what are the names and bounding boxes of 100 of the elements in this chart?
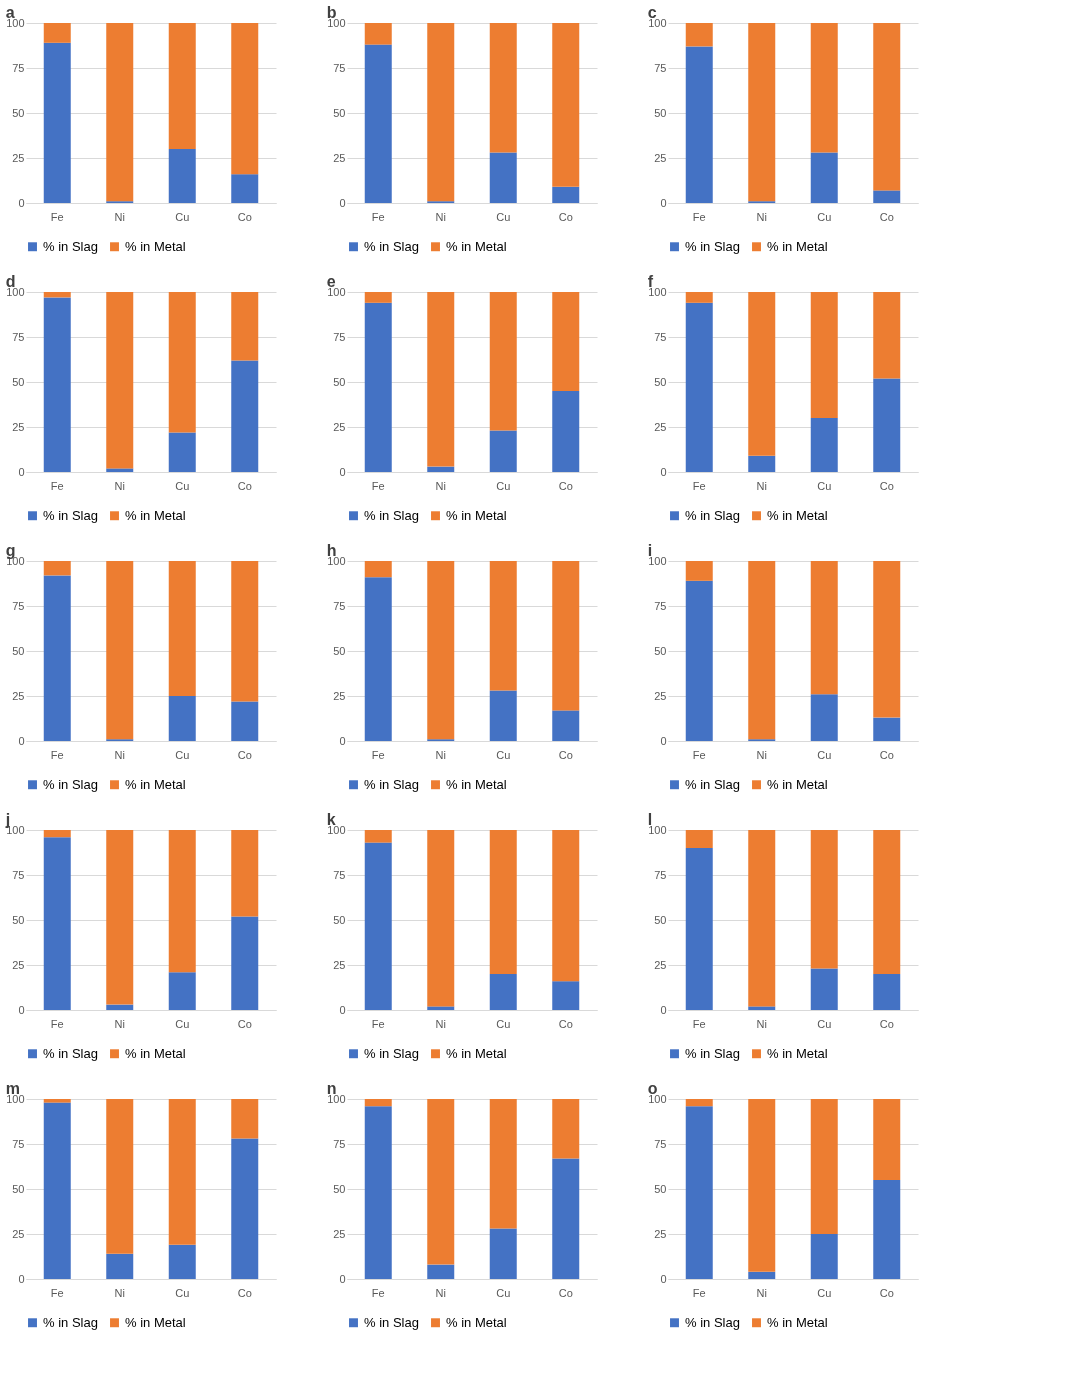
bar: [168, 972, 196, 1010]
x-tick-label: Fe: [692, 1017, 706, 1030]
x-tick-label: Cu: [175, 1017, 190, 1030]
bar: [231, 174, 259, 203]
bar: [552, 1099, 580, 1159]
x-tick-label: Cu: [496, 748, 511, 761]
x-tick-label: Co: [879, 210, 894, 223]
bar: [168, 23, 196, 149]
bar: [364, 23, 392, 45]
x-tick-label: Co: [237, 1017, 252, 1030]
bar: [748, 1099, 776, 1272]
y-tick-label: 50: [654, 913, 667, 926]
bar: [489, 430, 517, 472]
bar: [427, 561, 455, 740]
bar: [873, 974, 901, 1010]
legend-label: % in Slag: [685, 507, 740, 523]
bar: [168, 1099, 196, 1245]
x-tick-label: Fe: [50, 479, 64, 492]
bar: [43, 1102, 71, 1279]
legend-label: % in Slag: [43, 507, 98, 523]
x-tick-label: Co: [879, 1017, 894, 1030]
y-tick-label: 25: [654, 151, 667, 164]
x-tick-label: Cu: [817, 1286, 832, 1299]
bar: [168, 432, 196, 472]
legend-label: % in Slag: [364, 1314, 419, 1330]
y-tick-label: 25: [654, 1227, 667, 1240]
y-tick-label: 50: [654, 375, 667, 388]
legend-label: % in Metal: [767, 776, 828, 792]
x-tick-label: Cu: [496, 210, 511, 223]
x-tick-label: Fe: [692, 1286, 706, 1299]
legend-label: % in Slag: [43, 776, 98, 792]
legend-label: % in Metal: [125, 1045, 186, 1061]
bar: [43, 292, 71, 298]
x-tick-label: Fe: [692, 748, 706, 761]
x-tick-label: Co: [879, 479, 894, 492]
x-tick-label: Ni: [756, 1286, 767, 1299]
x-tick-label: Fe: [371, 210, 385, 223]
legend-label: % in Metal: [446, 507, 507, 523]
y-tick-label: 0: [660, 1003, 667, 1016]
bar: [748, 1006, 776, 1010]
bar: [489, 292, 517, 431]
legend-label: % in Metal: [767, 1045, 828, 1061]
bar: [106, 292, 134, 469]
legend-label: % in Slag: [364, 776, 419, 792]
y-tick-label: 0: [18, 734, 25, 747]
y-tick-label: 50: [333, 644, 346, 657]
y-tick-label: 50: [654, 1182, 667, 1195]
x-tick-label: Cu: [496, 1017, 511, 1030]
bar: [427, 1264, 455, 1279]
bar: [873, 561, 901, 718]
bar: [552, 1158, 580, 1279]
y-tick-label: 75: [654, 599, 667, 612]
y-tick-label: 50: [12, 375, 25, 388]
bar: [231, 830, 259, 917]
bar: [810, 968, 838, 1010]
bar: [810, 694, 838, 741]
bar: [364, 561, 392, 578]
legend-label: % in Metal: [125, 776, 186, 792]
bar: [489, 830, 517, 974]
y-tick-label: 50: [654, 644, 667, 657]
y-tick-label: 50: [333, 913, 346, 926]
y-tick-label: 0: [660, 465, 667, 478]
legend-label: % in Slag: [43, 1045, 98, 1061]
y-tick-label: 0: [660, 196, 667, 209]
bar: [231, 1138, 259, 1279]
y-tick-label: 75: [654, 868, 667, 881]
bar: [552, 561, 580, 711]
bar: [873, 292, 901, 379]
bar: [685, 830, 713, 848]
y-tick-label: 75: [333, 599, 346, 612]
bar: [106, 468, 134, 472]
bar: [810, 1099, 838, 1234]
y-tick-label: 100: [648, 285, 667, 298]
y-tick-label: 25: [333, 1227, 346, 1240]
x-tick-label: Ni: [435, 748, 446, 761]
bar: [106, 561, 134, 740]
bar: [810, 292, 838, 418]
y-tick-label: 0: [339, 196, 346, 209]
x-tick-label: Cu: [175, 1286, 190, 1299]
legend-label: % in Slag: [364, 1045, 419, 1061]
bar: [43, 1099, 71, 1103]
bar: [168, 1244, 196, 1279]
bar: [685, 580, 713, 741]
bar: [364, 577, 392, 741]
y-tick-label: 100: [6, 1092, 25, 1105]
bar: [685, 1099, 713, 1107]
x-tick-label: Fe: [371, 479, 385, 492]
bar: [231, 292, 259, 361]
bar: [427, 292, 455, 467]
y-tick-label: 75: [12, 330, 25, 343]
x-tick-label: Fe: [50, 210, 64, 223]
bar: [43, 561, 71, 576]
x-tick-label: Co: [237, 210, 252, 223]
y-tick-label: 25: [12, 151, 25, 164]
legend-label: % in Slag: [685, 238, 740, 254]
y-tick-label: 100: [648, 823, 667, 836]
x-tick-label: Co: [237, 1286, 252, 1299]
y-tick-label: 0: [339, 1272, 346, 1285]
legend-label: % in Metal: [125, 1314, 186, 1330]
y-tick-label: 50: [12, 644, 25, 657]
